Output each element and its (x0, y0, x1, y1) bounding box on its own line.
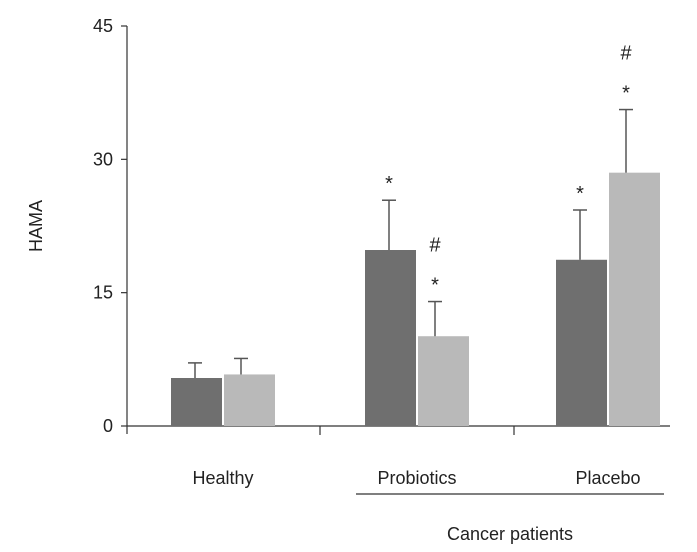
significance-asterisk: * (576, 183, 584, 205)
bar-placebo-series1 (556, 259, 607, 426)
significance-asterisk: * (431, 275, 439, 297)
bars: * * * # * # (171, 43, 660, 426)
y-ticks: 0 15 30 45 (93, 16, 127, 436)
y-axis-title: HAMA (26, 200, 46, 252)
y-tick-label: 45 (93, 16, 113, 36)
category-label-placebo: Placebo (575, 468, 640, 488)
bar-probiotics-series1 (365, 250, 416, 426)
bar-probiotics-series2 (418, 336, 469, 426)
cancer-patients-label: Cancer patients (447, 524, 573, 544)
significance-hash: # (429, 235, 441, 257)
bar-healthy-series1 (171, 378, 222, 426)
y-tick-label: 0 (103, 416, 113, 436)
significance-hash: # (620, 43, 632, 65)
y-tick-label: 15 (93, 283, 113, 303)
category-labels: Healthy Probiotics Placebo (192, 468, 640, 488)
bar-placebo-series2 (609, 172, 660, 426)
category-label-probiotics: Probiotics (377, 468, 456, 488)
y-tick-label: 30 (93, 149, 113, 169)
x-axis (127, 425, 670, 435)
bar-healthy-series2 (224, 374, 275, 426)
significance-asterisk: * (622, 83, 630, 105)
category-label-healthy: Healthy (192, 468, 253, 488)
significance-asterisk: * (385, 173, 393, 195)
